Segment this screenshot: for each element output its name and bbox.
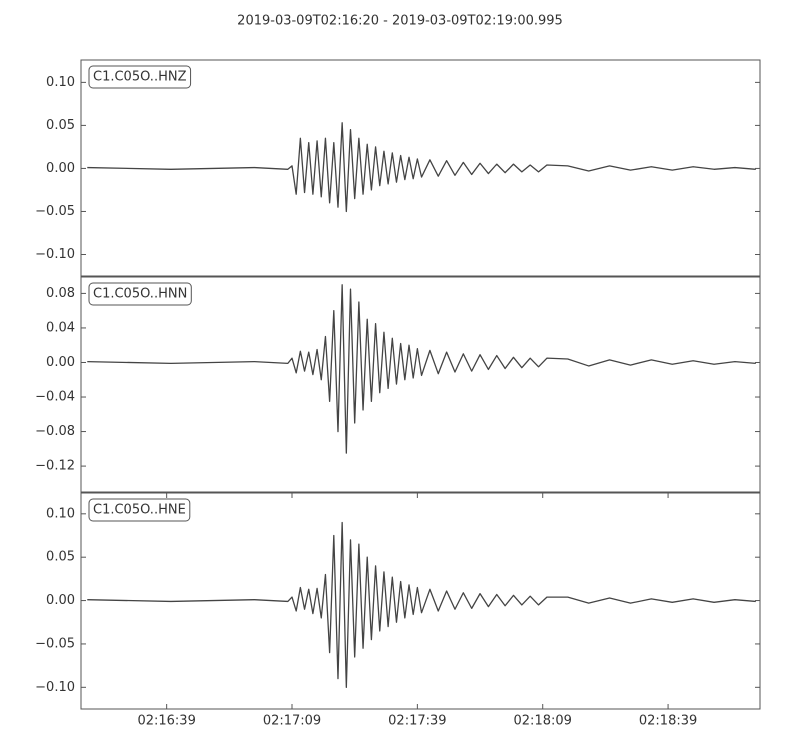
- waveform: [87, 284, 756, 454]
- trace-label-box: [88, 65, 192, 89]
- panel-frame: [80, 492, 761, 710]
- y-tick-label: −0.05: [35, 636, 75, 651]
- x-tick-label: 02:17:09: [263, 714, 321, 729]
- y-tick-label: 0.00: [46, 593, 75, 608]
- y-tick-label: −0.05: [35, 204, 75, 219]
- trace-label-box: [88, 282, 192, 306]
- y-tick-label: 0.05: [46, 118, 75, 133]
- plot-area: [87, 521, 756, 688]
- trace-label: C1.C05O..HNN: [93, 287, 187, 302]
- y-tick-label: 0.00: [46, 355, 75, 370]
- y-tick-label: 0.10: [46, 75, 75, 90]
- y-tick-label: −0.08: [35, 424, 75, 439]
- trace-label: C1.C05O..HNE: [93, 503, 186, 518]
- x-tick-label: 02:17:39: [388, 714, 446, 729]
- chart-title: 2019-03-09T02:16:20 - 2019-03-09T02:19:0…: [237, 14, 563, 29]
- y-tick-label: −0.12: [35, 459, 75, 474]
- y-tick-label: −0.04: [35, 390, 75, 405]
- y-tick-label: 0.05: [46, 550, 75, 565]
- y-tick-label: 0.04: [46, 320, 75, 335]
- plot-area: [87, 284, 756, 454]
- y-tick-label: −0.10: [35, 680, 75, 695]
- waveform: [87, 521, 756, 688]
- x-tick-label: 02:18:09: [514, 714, 572, 729]
- y-tick-label: 0.10: [46, 506, 75, 521]
- x-tick-label: 02:16:39: [137, 714, 195, 729]
- x-tick-label: 02:18:39: [639, 714, 697, 729]
- plot-area: [87, 122, 756, 213]
- panel-frame: [80, 59, 761, 277]
- y-tick-label: 0.08: [46, 286, 75, 301]
- y-tick-label: 0.00: [46, 161, 75, 176]
- y-tick-label: −0.10: [35, 247, 75, 262]
- panel-frame: [80, 276, 761, 493]
- waveform: [87, 122, 756, 213]
- trace-label: C1.C05O..HNZ: [93, 70, 187, 85]
- trace-label-box: [88, 498, 191, 522]
